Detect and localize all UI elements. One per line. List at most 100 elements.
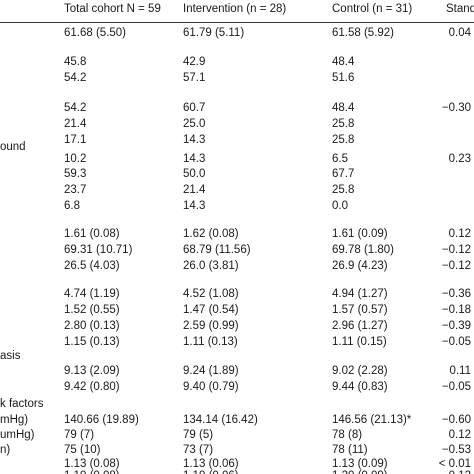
table-cell: 9.40 (0.79) bbox=[183, 381, 239, 393]
row-label: mHg) bbox=[0, 414, 29, 426]
table-cell: 17.1 bbox=[64, 134, 87, 146]
table-cell: 1.11 (0.13) bbox=[183, 336, 238, 348]
table-cell: 0.23 bbox=[448, 153, 471, 165]
table-cell: 79 (5) bbox=[183, 429, 214, 441]
table-cell: 2.80 (0.13) bbox=[64, 320, 120, 332]
table-cell: 10.2 bbox=[64, 153, 87, 165]
table-cell: 0.0 bbox=[332, 200, 348, 212]
table-cell: 140.66 (19.89) bbox=[64, 414, 139, 426]
table-cell: −0.36 bbox=[441, 288, 471, 300]
table-cell: 48.4 bbox=[332, 102, 355, 114]
table-cell: 1.20 (0.09) bbox=[332, 469, 388, 474]
table-cell: 1.11 (0.15) bbox=[332, 336, 387, 348]
table-cell: 69.78 (1.80) bbox=[332, 244, 395, 256]
table-cell: 23.7 bbox=[64, 184, 87, 196]
table-cell: −0.05 bbox=[441, 381, 471, 393]
table-cell: 50.0 bbox=[183, 168, 206, 180]
table-cell: −0.12 bbox=[441, 260, 471, 272]
table-cell: 1.15 (0.13) bbox=[64, 336, 120, 348]
table-cell: 6.8 bbox=[64, 200, 80, 212]
table-cell: 9.02 (2.28) bbox=[332, 365, 388, 377]
table-cell: 25.0 bbox=[183, 118, 206, 130]
table-cell: 51.6 bbox=[332, 72, 355, 84]
table-cell: 1.13 (0.09) bbox=[332, 458, 388, 470]
table-cell: 21.4 bbox=[64, 118, 87, 130]
table-cell: 45.8 bbox=[64, 56, 87, 68]
table-cell: −0.05 bbox=[441, 336, 471, 348]
table-cell: 1.61 (0.09) bbox=[332, 228, 388, 240]
column-header: Control (n = 31) bbox=[332, 3, 413, 15]
table-cell: 9.42 (0.80) bbox=[64, 381, 120, 393]
table-cell: 79 (7) bbox=[64, 429, 95, 441]
table-cell: 14.3 bbox=[183, 134, 206, 146]
table-cell: 78 (8) bbox=[332, 429, 363, 441]
table-cell: 1.47 (0.54) bbox=[183, 304, 239, 316]
table-cell: 25.8 bbox=[332, 134, 355, 146]
table-cell: 54.2 bbox=[64, 72, 87, 84]
table-cell: 26.0 (3.81) bbox=[183, 260, 239, 272]
table-cell: 1.13 (0.08) bbox=[64, 458, 120, 470]
table-cell: 26.5 (4.03) bbox=[64, 260, 120, 272]
header-rule bbox=[0, 22, 474, 23]
table-cell: −0.18 bbox=[441, 304, 471, 316]
table-cell: 4.74 (1.19) bbox=[64, 288, 120, 300]
table-cell: 1.19 (0.06) bbox=[183, 469, 239, 474]
table-cell: 4.52 (1.08) bbox=[183, 288, 239, 300]
column-header: Stand bbox=[446, 3, 474, 15]
table-cell: 134.14 (16.42) bbox=[183, 414, 258, 426]
column-header: Total cohort N = 59 bbox=[64, 3, 161, 15]
table-cell: 73 (7) bbox=[183, 444, 214, 456]
table-cell: 9.13 (2.09) bbox=[64, 365, 120, 377]
table-cell: 0.04 bbox=[448, 27, 471, 39]
table-cell: < 0.01 bbox=[438, 458, 471, 470]
table-cell: −0.30 bbox=[441, 102, 471, 114]
table-cell: −0.53 bbox=[441, 444, 471, 456]
table-cell: 9.24 (1.89) bbox=[183, 365, 239, 377]
table-cell: 6.5 bbox=[332, 153, 348, 165]
table-cell: 1.19 (0.08) bbox=[64, 469, 120, 474]
table-cell: 2.59 (0.99) bbox=[183, 320, 239, 332]
table-cell: 2.96 (1.27) bbox=[332, 320, 388, 332]
table-cell: 61.79 (5.11) bbox=[183, 27, 245, 39]
row-label: ound bbox=[0, 141, 26, 153]
table-cell: 48.4 bbox=[332, 56, 355, 68]
row-label: k factors bbox=[0, 398, 44, 410]
table-cell: 0.11 bbox=[449, 365, 471, 377]
table-cell: 1.62 (0.08) bbox=[183, 228, 239, 240]
table-cell: 68.79 (11.56) bbox=[183, 244, 251, 256]
table-cell: 4.94 (1.27) bbox=[332, 288, 388, 300]
table-cell: 1.13 (0.06) bbox=[183, 458, 239, 470]
table-cell: 0.12 bbox=[448, 228, 471, 240]
table-cell: 59.3 bbox=[64, 168, 87, 180]
table-cell: 42.9 bbox=[183, 56, 206, 68]
table-cell: 1.57 (0.57) bbox=[332, 304, 388, 316]
row-label: umHg) bbox=[0, 429, 35, 441]
table-cell: −0.60 bbox=[441, 414, 471, 426]
table-cell: 57.1 bbox=[183, 72, 206, 84]
table-cell: 26.9 (4.23) bbox=[332, 260, 388, 272]
table-cell: 1.61 (0.08) bbox=[64, 228, 120, 240]
table-cell: −0.12 bbox=[441, 244, 471, 256]
table-cell: 60.7 bbox=[183, 102, 206, 114]
table-cell: 25.8 bbox=[332, 184, 355, 196]
table-cell: 67.7 bbox=[332, 168, 355, 180]
table-cell: 1.52 (0.55) bbox=[64, 304, 120, 316]
row-label: asis bbox=[0, 350, 21, 362]
table-cell: 78 (11) bbox=[332, 444, 368, 456]
table-cell: 0.12 bbox=[448, 429, 471, 441]
table-cell: 14.3 bbox=[183, 200, 206, 212]
table-cell: 14.3 bbox=[183, 153, 206, 165]
table-cell: 54.2 bbox=[64, 102, 87, 114]
table-cell: 75 (10) bbox=[64, 444, 101, 456]
table-cell: 61.58 (5.92) bbox=[332, 27, 395, 39]
table-cell: 69.31 (10.71) bbox=[64, 244, 133, 256]
table-cell: 61.68 (5.50) bbox=[64, 27, 127, 39]
column-header: Intervention (n = 28) bbox=[183, 3, 287, 15]
table-cell: −0.39 bbox=[441, 320, 471, 332]
table-cell: 25.8 bbox=[332, 118, 355, 130]
table-cell: 0.12 bbox=[449, 469, 471, 474]
row-label: n) bbox=[0, 444, 11, 456]
table-cell: 9.44 (0.83) bbox=[332, 381, 388, 393]
table-cell: 146.56 (21.13)* bbox=[332, 414, 412, 426]
